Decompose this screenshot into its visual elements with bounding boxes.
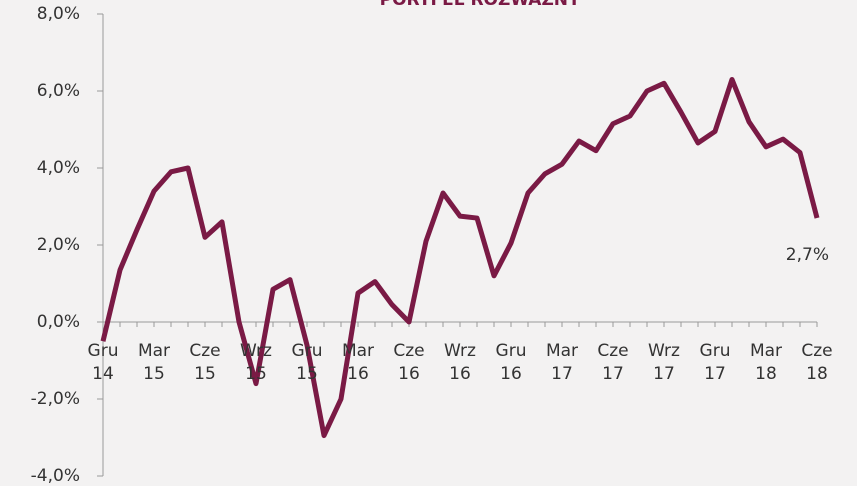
chart-title: PORTFEL ROZWAŻNY [380,0,581,10]
x-tick-label: Gru 16 [495,341,527,384]
y-tick-label: 2,0% [37,235,80,255]
y-tick-label: 8,0% [37,4,80,24]
y-tick-label: -4,0% [31,466,80,486]
x-tick-label: Mar 16 [341,341,375,384]
x-tick-label: Gru 17 [699,341,731,384]
y-tick-label: 0,0% [37,312,80,332]
x-tick-label: Cze 17 [597,341,629,384]
y-tick-label: 6,0% [37,81,80,101]
x-tick-label: Cze 18 [801,341,833,384]
x-tick-label: Mar 17 [545,341,579,384]
x-tick-label: Gru 15 [291,341,323,384]
y-tick-label: -2,0% [31,389,80,409]
x-tick-label: Wrz 17 [648,341,680,384]
y-tick-label: 4,0% [37,158,80,178]
x-tick-label: Wrz 16 [444,341,476,384]
x-tick-label: Wrz 15 [240,341,272,384]
x-tick-label: Mar 15 [137,341,171,384]
line-series [100,76,820,439]
data-label: 2,7% [786,245,829,265]
x-tick-label: Cze 15 [189,341,221,384]
x-tick-label: Gru 14 [87,341,119,384]
x-tick-label: Cze 16 [393,341,425,384]
x-tick-label: Mar 18 [749,341,783,384]
